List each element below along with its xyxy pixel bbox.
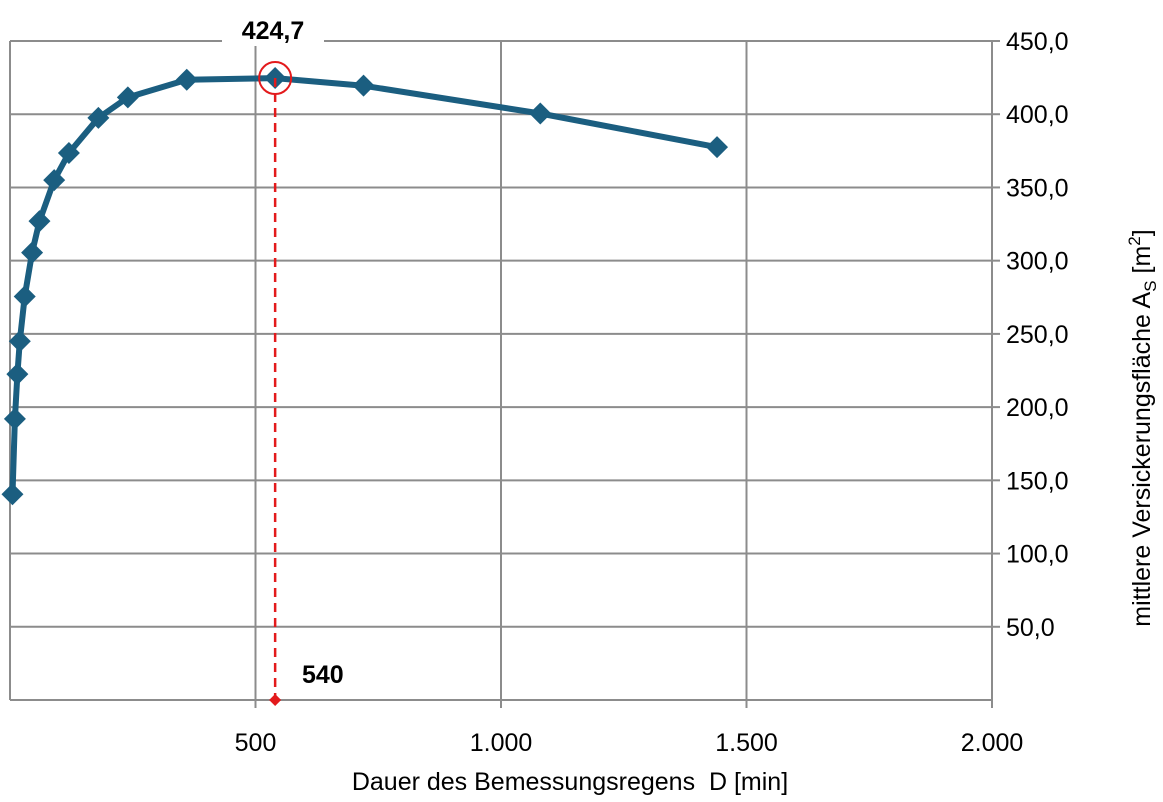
x-tick-label: 2.000 bbox=[961, 729, 1024, 757]
data-point bbox=[8, 330, 31, 353]
data-point bbox=[3, 407, 26, 430]
data-point bbox=[706, 136, 729, 159]
optimum-x-label: 540 bbox=[302, 661, 344, 689]
series-layer bbox=[1, 67, 729, 506]
max-value-label-background bbox=[222, 10, 324, 46]
x-tick-label: 1.500 bbox=[715, 729, 778, 757]
data-point bbox=[529, 102, 552, 125]
axes bbox=[9, 40, 1000, 708]
y-tick-label: 100,0 bbox=[1006, 541, 1069, 569]
x-tick-label: 500 bbox=[235, 729, 277, 757]
y-axis-title-unit-close: ] bbox=[1128, 229, 1156, 236]
series-line bbox=[9, 75, 720, 498]
data-point bbox=[87, 106, 110, 129]
data-point bbox=[175, 68, 198, 91]
y-tick-label: 350,0 bbox=[1006, 174, 1069, 202]
annotations: 424,7 540 bbox=[222, 10, 344, 706]
data-point bbox=[13, 285, 36, 308]
grid bbox=[10, 40, 993, 700]
y-tick-label: 50,0 bbox=[1006, 614, 1055, 642]
y-tick-label: 450,0 bbox=[1006, 28, 1069, 56]
y-axis-title-main: mittlere Versickerungsfläche A bbox=[1128, 291, 1156, 626]
max-value-label: 424,7 bbox=[242, 17, 305, 45]
data-point bbox=[116, 86, 139, 109]
y-axis-title-subscript: S bbox=[1141, 280, 1160, 291]
x-axis-title: Dauer des Bemessungsregens D [min] bbox=[352, 768, 788, 796]
data-point bbox=[352, 74, 375, 97]
data-point bbox=[28, 210, 51, 233]
x-tick-label: 1.000 bbox=[470, 729, 533, 757]
y-tick-label: 150,0 bbox=[1006, 467, 1069, 495]
optimum-highlight-circle bbox=[258, 61, 293, 96]
tick-labels: 50,0 100,0 150,0 200,0 250,0 300,0 350,0 400,0 4… bbox=[235, 28, 1069, 757]
y-tick-label: 300,0 bbox=[1006, 248, 1069, 276]
data-point bbox=[43, 169, 66, 192]
data-point bbox=[6, 363, 29, 386]
y-tick-label: 400,0 bbox=[1006, 101, 1069, 129]
y-axis-title: mittlere Versickerungsfläche AS [m2] bbox=[1125, 229, 1160, 626]
optimum-x-marker bbox=[269, 694, 282, 706]
data-point bbox=[57, 142, 80, 165]
data-point bbox=[1, 483, 24, 506]
y-tick-label: 200,0 bbox=[1006, 394, 1069, 422]
y-axis-title-unit-open: [m bbox=[1128, 246, 1156, 281]
y-tick-label: 250,0 bbox=[1006, 321, 1069, 349]
y-axis-title-superscript: 2 bbox=[1125, 236, 1144, 245]
data-point bbox=[21, 241, 44, 264]
